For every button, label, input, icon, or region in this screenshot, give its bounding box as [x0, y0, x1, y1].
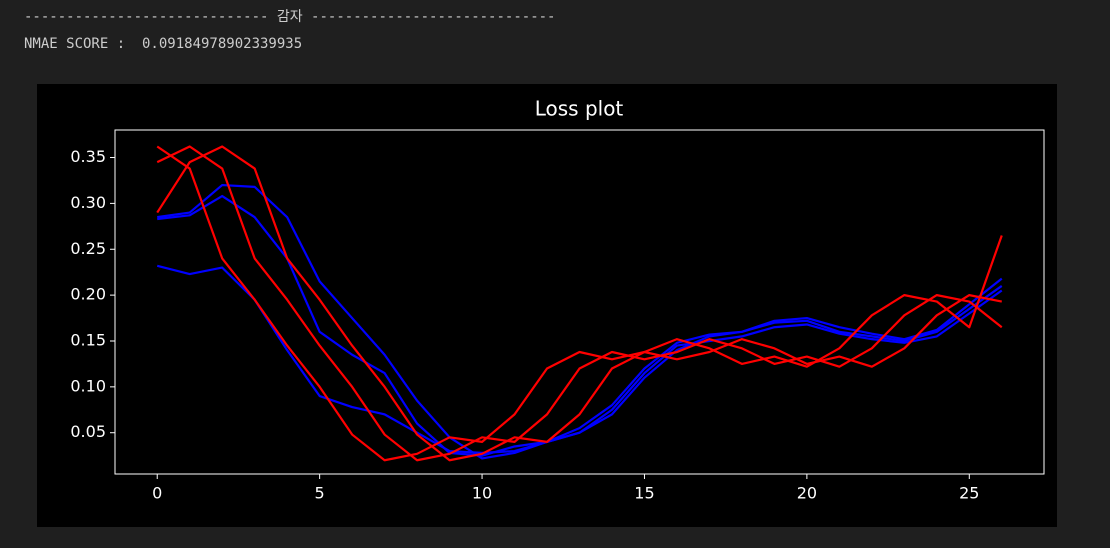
x-tick-label: 10 [472, 484, 492, 503]
x-tick-label: 25 [959, 484, 979, 503]
y-tick-label: 0.25 [70, 239, 106, 258]
series-line [157, 194, 1003, 457]
x-tick-label: 15 [634, 484, 654, 503]
series-line [156, 145, 1002, 462]
x-tick-label: 0 [152, 484, 162, 503]
divider: ----------------------------- 감자 -------… [24, 9, 556, 25]
y-tick-label: 0.30 [70, 193, 106, 212]
y-tick-label: 0.10 [70, 376, 106, 395]
x-tick-label: 5 [315, 484, 325, 503]
series-line [156, 145, 1003, 462]
score-line: NMAE SCORE : 0.09184978902339935 [24, 36, 303, 52]
figure-background [37, 84, 1057, 527]
series-line [156, 145, 1003, 462]
y-tick-label: 0.05 [70, 422, 106, 441]
y-tick-label: 0.20 [70, 285, 106, 304]
y-tick-label: 0.35 [70, 147, 106, 166]
y-tick-label: 0.15 [70, 330, 106, 349]
x-tick-label: 20 [797, 484, 817, 503]
chart-title: Loss plot [535, 97, 624, 121]
plot-frame [114, 129, 1045, 475]
series-line [157, 183, 1003, 460]
